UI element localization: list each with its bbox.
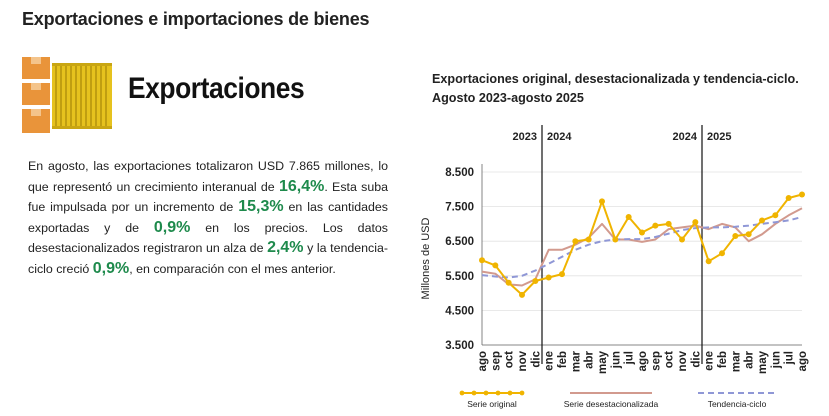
summary-text: en las cantidades exportadas y de — [28, 200, 388, 235]
y-tick-label: 3.500 — [445, 340, 474, 352]
serie-original-point — [625, 213, 632, 220]
x-tick-label: oct — [504, 351, 516, 368]
y-tick-label: 7.500 — [445, 202, 474, 214]
serie-original-point — [719, 250, 725, 257]
serie-original-point — [572, 238, 579, 245]
serie-original-line — [481, 193, 803, 296]
x-tick-label: mar — [570, 350, 582, 372]
y-axis-label: Millones de USD — [420, 217, 432, 299]
serie-original-point — [519, 291, 525, 298]
serie-original-point — [652, 222, 659, 229]
serie-original-point — [759, 217, 765, 224]
legend-marker — [483, 390, 489, 396]
x-tick-label: sep — [650, 351, 662, 371]
serie-original-point — [732, 233, 739, 240]
summary-text: , en comparación con el mes anterior. — [129, 261, 336, 276]
x-tick-label: may — [597, 350, 609, 374]
serie-original-point — [785, 194, 792, 201]
legend-label: Tendencia-ciclo — [708, 399, 767, 409]
x-tick-label: abr — [744, 350, 756, 368]
x-tick-label: oct — [664, 351, 676, 368]
year-label: 2025 — [707, 131, 731, 143]
serie-original-point — [772, 212, 779, 219]
x-tick-label: dic — [530, 350, 542, 367]
x-tick-label: ago — [797, 351, 809, 371]
summary-text: En agosto, las exportaciones totalizaron… — [28, 159, 388, 194]
x-tick-label: sep — [490, 351, 502, 371]
serie-original-point — [585, 236, 592, 243]
x-tick-label: jul — [624, 351, 636, 365]
summary-text: en los precios. Los datos desestacionali… — [28, 220, 388, 256]
x-tick-label: feb — [717, 351, 729, 368]
x-tick-label: ago — [477, 351, 489, 371]
highlight-precios: 0,9% — [153, 218, 191, 236]
serie-original-point — [492, 262, 499, 269]
serie-original-point — [745, 231, 752, 238]
section-title: Exportaciones e importaciones de bienes — [22, 9, 370, 29]
x-tick-label: ene — [544, 351, 556, 371]
serie-original-point — [639, 229, 645, 236]
year-label: 2024 — [547, 131, 572, 143]
year-label: 2023 — [513, 131, 537, 143]
x-tick-label: dic — [690, 350, 702, 367]
legend-marker — [519, 390, 525, 396]
serie-original-point — [505, 279, 512, 286]
summary-text: . Esta suba fue impulsada por un increme… — [28, 179, 388, 215]
x-tick-label: feb — [557, 351, 569, 368]
x-tick-label: may — [757, 350, 769, 374]
x-tick-label: ene — [704, 351, 716, 371]
serie-original-point — [799, 191, 805, 198]
serie-original-point — [692, 219, 699, 226]
legend-marker — [495, 390, 501, 396]
highlight-interanual: 16,4% — [278, 177, 325, 195]
x-tick-label: nov — [517, 350, 529, 371]
serie-original-point — [612, 236, 619, 243]
x-tick-label: mar — [730, 350, 742, 372]
highlight-desestacionalizada: 2,4% — [267, 239, 304, 257]
serie-original-point — [665, 220, 672, 227]
exportaciones-line-chart: 3.500 4.500 5.500 6.500 7.500 8.500 Millones d… — [420, 125, 809, 409]
summary-text: y la tendencia-ciclo creció — [28, 241, 389, 276]
summary-paragraph: En agosto, las exportaciones totalizaron… — [28, 156, 388, 280]
serie-original-point — [679, 236, 685, 243]
serie-original-point — [532, 277, 539, 284]
highlight-tendencia: 0,9% — [92, 259, 130, 277]
legend-marker — [459, 390, 465, 396]
serie-original-point — [545, 274, 552, 281]
tendencia-ciclo-line — [481, 216, 803, 279]
legend-marker — [507, 390, 513, 396]
legend-marker — [471, 390, 477, 396]
x-tick-label: ago — [637, 351, 649, 371]
x-tick-label: abr — [584, 350, 596, 368]
x-tick-label: jun — [770, 351, 782, 369]
shipping-containers-icon — [22, 57, 114, 135]
chart-title: Exportaciones original, desestacionaliza… — [432, 72, 799, 105]
serie-original-point — [705, 258, 712, 265]
serie-original-point — [559, 271, 565, 278]
y-tick-label: 8.500 — [445, 167, 474, 179]
y-tick-label: 4.500 — [445, 305, 474, 317]
x-tick-label: jul — [784, 351, 796, 365]
y-tick-label: 5.500 — [445, 271, 474, 283]
x-tick-label: nov — [677, 350, 689, 371]
year-label: 2024 — [673, 131, 698, 143]
highlight-cantidades: 15,3% — [238, 198, 284, 216]
y-tick-label: 6.500 — [445, 236, 474, 248]
x-tick-label: jun — [610, 351, 622, 369]
legend-label: Serie original — [467, 399, 517, 409]
serie-original-point — [479, 257, 485, 264]
legend-label: Serie desestacionalizada — [564, 399, 659, 409]
serie-desestacionalizada-line — [481, 207, 803, 287]
serie-original-point — [599, 198, 605, 205]
exportaciones-heading: Exportaciones — [128, 72, 305, 105]
